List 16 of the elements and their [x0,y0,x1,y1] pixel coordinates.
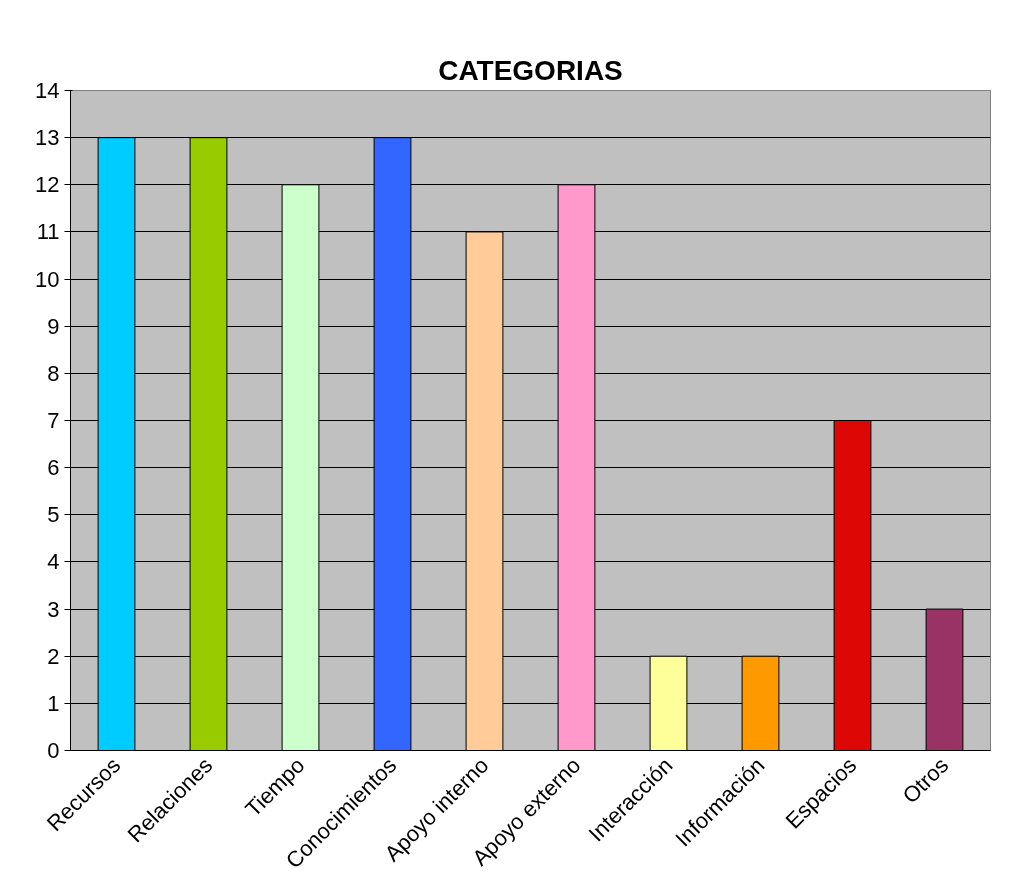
y-tick-label: 9 [47,313,60,339]
y-tick-label: 10 [35,266,60,292]
y-tick-label: 13 [35,125,60,151]
y-tick-label: 8 [47,360,60,386]
y-tick-label: 7 [47,408,60,433]
y-tick-label: 0 [47,738,60,763]
y-tick-label: 11 [36,219,60,245]
y-tick-label: 3 [47,596,60,622]
y-tick-label: 1 [47,690,60,716]
y-tick-label: 14 [35,78,60,103]
chart-title: CATEGORIAS [438,54,623,86]
y-tick-label: 5 [47,502,60,528]
y-tick-label: 6 [47,455,60,481]
y-tick-label: 2 [47,643,60,669]
y-tick-label: 4 [47,549,60,575]
y-tick-label: 12 [35,172,60,198]
